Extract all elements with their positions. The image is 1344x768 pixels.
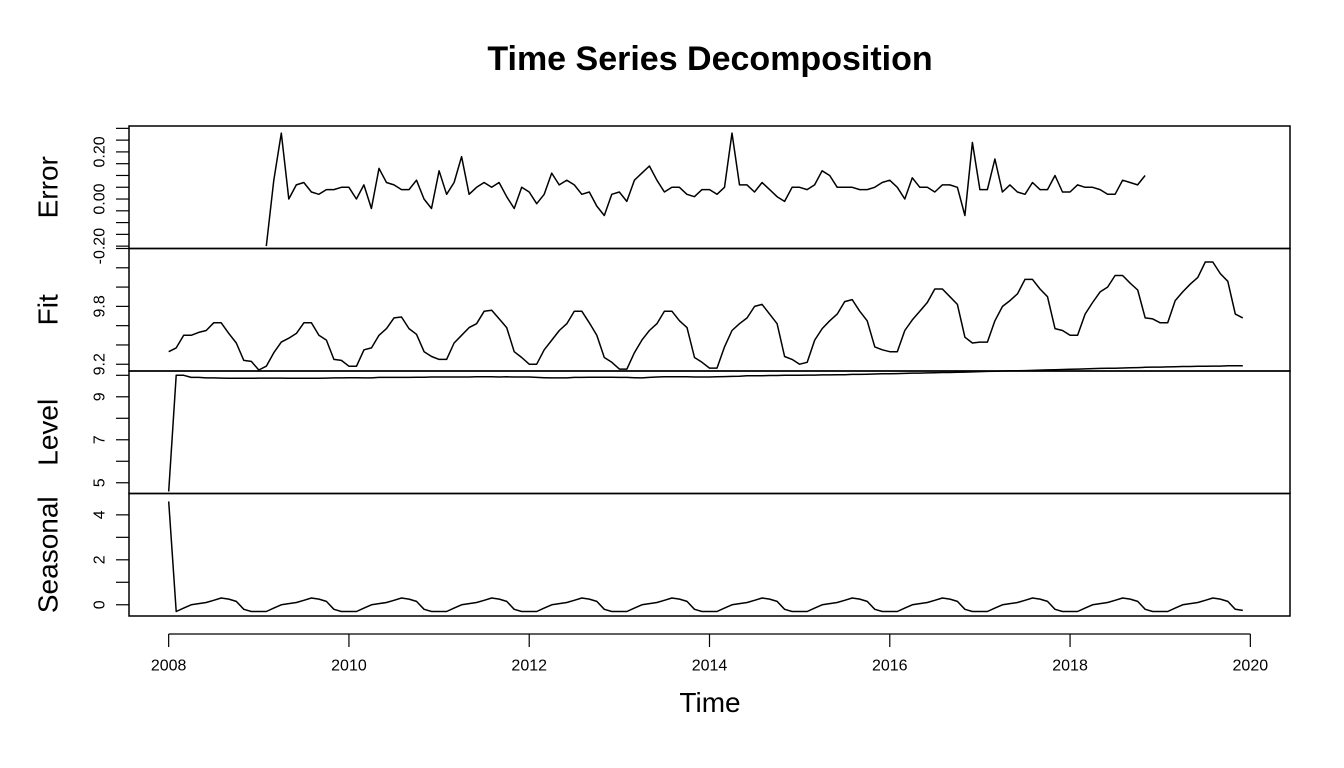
seasonal-panel-frame [128, 492, 1291, 617]
error-panel-frame [128, 125, 1291, 250]
fit-y-tick-label: 9.2 [92, 353, 109, 375]
seasonal-series-line [167, 501, 1243, 613]
panels-layer: -0.20 0.00 0.20 Error 9.2 9.8 Fit 5 7 9 Level 0 2 4 Se… [33, 125, 1291, 617]
fit-panel: 9.2 9.8 Fit [33, 247, 1291, 375]
x-tick-label: 2012 [511, 658, 547, 675]
x-tick-label: 2008 [151, 658, 187, 675]
level-series-line [167, 365, 1243, 492]
level-y-tick-label: 5 [92, 478, 109, 487]
x-tick-label: 2018 [1052, 658, 1088, 675]
fit-axis-label: Fit [33, 294, 64, 325]
seasonal-axis-label: Seasonal [33, 496, 64, 613]
level-panel: 5 7 9 Level [33, 365, 1291, 495]
x-axis-title: Time [679, 687, 740, 718]
fit-series-line [168, 261, 1244, 371]
seasonal-y-tick-label: 0 [92, 600, 109, 609]
error-y-tick-label: 0.00 [92, 183, 109, 214]
x-axis: 2008 2010 2012 2014 2016 2018 2020 [151, 633, 1269, 675]
error-series-line [265, 132, 1146, 247]
x-tick-label: 2010 [331, 658, 367, 675]
x-tick-label: 2020 [1233, 658, 1269, 675]
level-y-tick-label: 9 [92, 392, 109, 401]
fit-y-tick-label: 9.8 [92, 295, 109, 317]
level-axis-label: Level [33, 399, 64, 466]
x-tick-label: 2016 [872, 658, 908, 675]
seasonal-panel: 0 2 4 Seasonal [33, 492, 1291, 617]
error-y-tick-label: 0.20 [92, 136, 109, 167]
seasonal-y-tick-label: 2 [92, 555, 109, 564]
error-y-tick-label: -0.20 [92, 228, 109, 265]
level-panel-frame [128, 370, 1291, 495]
fit-panel-frame [128, 247, 1291, 372]
error-axis-label: Error [33, 156, 64, 218]
seasonal-y-tick-label: 4 [92, 510, 109, 519]
level-y-tick-label: 7 [92, 435, 109, 444]
error-panel: -0.20 0.00 0.20 Error [33, 125, 1291, 265]
chart-title: Time Series Decomposition [487, 40, 932, 78]
x-tick-label: 2014 [692, 658, 728, 675]
